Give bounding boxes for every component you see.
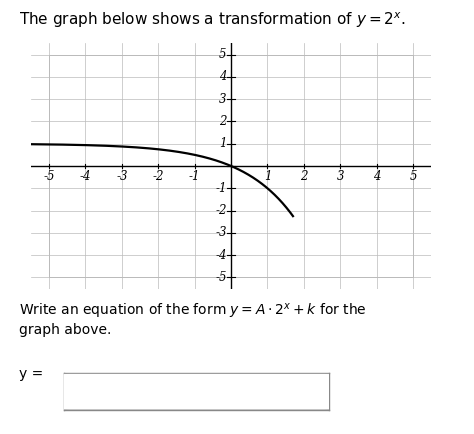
Text: -2: -2 [153,170,164,183]
Text: y =: y = [19,367,43,381]
Text: -5: -5 [215,271,227,284]
Text: 1: 1 [219,137,227,150]
Text: -3: -3 [116,170,128,183]
Text: 3: 3 [219,92,227,105]
Text: 5: 5 [219,48,227,61]
Text: 2: 2 [219,115,227,128]
FancyBboxPatch shape [56,373,337,410]
Text: -4: -4 [215,249,227,262]
Text: 2: 2 [300,170,308,183]
Text: 1: 1 [264,170,271,183]
Text: Write an equation of the form $y = A \cdot 2^x + k$ for the: Write an equation of the form $y = A \cd… [19,302,366,321]
Text: The graph below shows a transformation of $y = 2^x$.: The graph below shows a transformation o… [19,11,406,30]
Text: -2: -2 [215,204,227,217]
Text: 4: 4 [373,170,381,183]
Text: graph above.: graph above. [19,323,111,337]
Text: 5: 5 [410,170,417,183]
Text: 4: 4 [219,70,227,83]
Text: -1: -1 [189,170,201,183]
Text: 3: 3 [337,170,344,183]
Text: -5: -5 [43,170,55,183]
Text: -4: -4 [80,170,91,183]
Text: -1: -1 [215,182,227,195]
Text: -3: -3 [215,227,227,240]
